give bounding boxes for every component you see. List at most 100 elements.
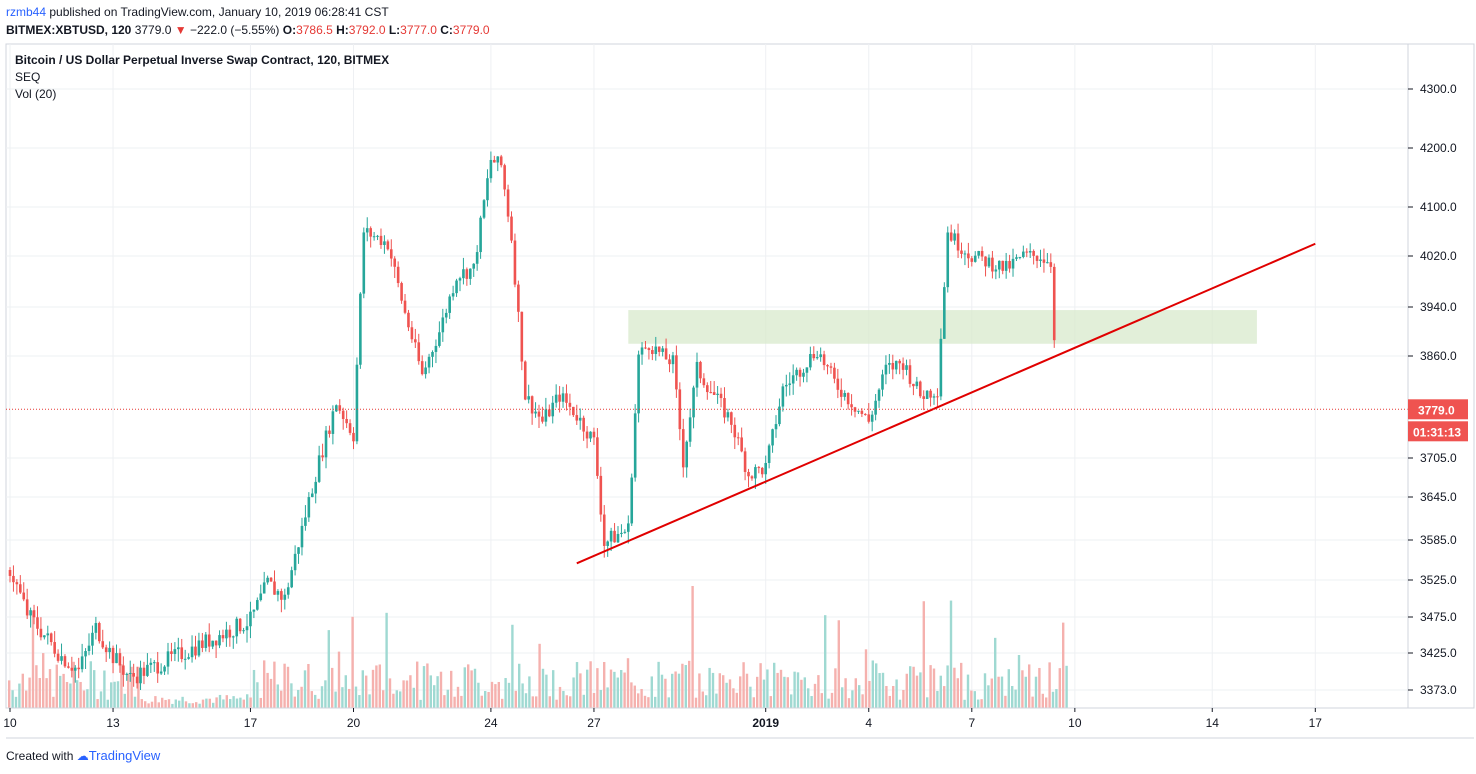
volume-bar <box>348 688 351 708</box>
volume-bar <box>722 675 725 708</box>
volume-bar <box>494 684 497 708</box>
indicator-seq[interactable]: SEQ <box>15 70 41 84</box>
candle-body <box>750 476 754 479</box>
candle-body <box>139 667 142 684</box>
volume-bar <box>599 690 602 708</box>
volume-bar <box>1007 669 1010 708</box>
candle-body <box>805 367 809 373</box>
candle-body <box>695 361 699 388</box>
candle-body <box>812 354 816 359</box>
volume-bar <box>793 671 796 708</box>
volume-bar <box>351 616 354 708</box>
candle-body <box>760 467 764 475</box>
volume-bar <box>286 666 290 708</box>
candle-body <box>678 389 682 430</box>
candle-body <box>640 347 644 355</box>
candle-body <box>231 636 235 638</box>
candle-body <box>183 658 187 660</box>
candle-body <box>324 430 328 458</box>
candle-body <box>111 647 115 664</box>
candle-body <box>49 633 53 643</box>
candle-body <box>297 547 300 554</box>
candle-body <box>335 405 338 412</box>
candle-body <box>214 640 218 646</box>
x-tick-label: 10 <box>3 716 17 730</box>
candle-body <box>98 623 101 642</box>
volume-bar <box>586 669 589 708</box>
volume-bar <box>392 693 395 708</box>
volume-bar <box>1041 693 1044 708</box>
volume-bar <box>589 661 592 708</box>
candle-body <box>197 640 201 656</box>
y-tick-label: 3373.0 <box>1420 683 1457 697</box>
candle-body <box>970 258 974 262</box>
volume-bar <box>980 699 983 708</box>
candle-body <box>94 623 98 633</box>
candle-body <box>764 462 767 475</box>
candle-body <box>671 355 675 365</box>
volume-bar <box>276 684 279 708</box>
volume-bar <box>654 696 657 708</box>
x-tick-label: 27 <box>587 716 601 730</box>
candle-body <box>475 252 479 264</box>
volume-bar <box>28 677 31 708</box>
volume-bar <box>290 683 293 708</box>
candle-body <box>211 640 214 647</box>
author-link[interactable]: rzmb44 <box>6 5 47 19</box>
candle-body <box>101 641 105 648</box>
candle-body <box>791 375 795 384</box>
y-tick-label: 3525.0 <box>1420 573 1457 587</box>
volume-bar <box>776 672 779 708</box>
candle-body <box>575 415 579 421</box>
candle-body <box>757 467 761 469</box>
volume-bar <box>283 663 286 708</box>
candle-body <box>441 317 445 333</box>
volume-bar <box>144 701 147 708</box>
candle-body <box>973 255 977 262</box>
volume-bar <box>171 703 174 708</box>
volume-bar <box>307 663 310 708</box>
publish-text: published on TradingView.com, January 10… <box>46 5 389 19</box>
candle-body <box>359 293 362 365</box>
volume-bar <box>501 698 504 708</box>
candle-body <box>56 653 60 661</box>
candle-body <box>438 332 441 346</box>
candle-body <box>60 656 63 661</box>
volume-bar <box>252 669 256 708</box>
candle-body <box>269 577 273 582</box>
candle-body <box>118 653 122 666</box>
candle-body <box>276 591 280 595</box>
candle-body <box>702 378 706 386</box>
volume-bar <box>273 661 276 708</box>
indicator-volume[interactable]: Vol (20) <box>15 87 57 101</box>
volume-bar <box>830 692 834 708</box>
close-value: 3779.0 <box>452 23 490 37</box>
candle-body <box>310 493 314 498</box>
candle-body <box>606 541 609 546</box>
volume-bar <box>664 678 667 708</box>
candle-body <box>63 656 67 667</box>
y-tick-label: 3475.0 <box>1420 610 1457 624</box>
volume-bar <box>630 682 633 708</box>
candle-body <box>647 348 651 351</box>
x-tick-label: 7 <box>968 716 975 730</box>
volume-bar <box>708 667 711 708</box>
last-price: 3779.0 <box>134 23 172 37</box>
candle-body <box>754 467 757 479</box>
candle-body <box>918 381 922 397</box>
volume-bar <box>317 698 320 708</box>
candle-body <box>451 293 455 297</box>
tradingview-brand[interactable]: TradingView <box>88 748 161 763</box>
candle-body <box>225 629 228 639</box>
volume-bar <box>507 682 511 708</box>
volume-bar <box>858 685 861 708</box>
candle-body <box>877 389 881 401</box>
candle-body <box>513 240 517 285</box>
candle-body <box>273 581 276 595</box>
volume-bar <box>8 680 11 708</box>
volume-bar <box>524 693 528 708</box>
volume-bar <box>756 676 759 708</box>
candle-body <box>503 165 506 190</box>
volume-bar <box>633 685 636 708</box>
